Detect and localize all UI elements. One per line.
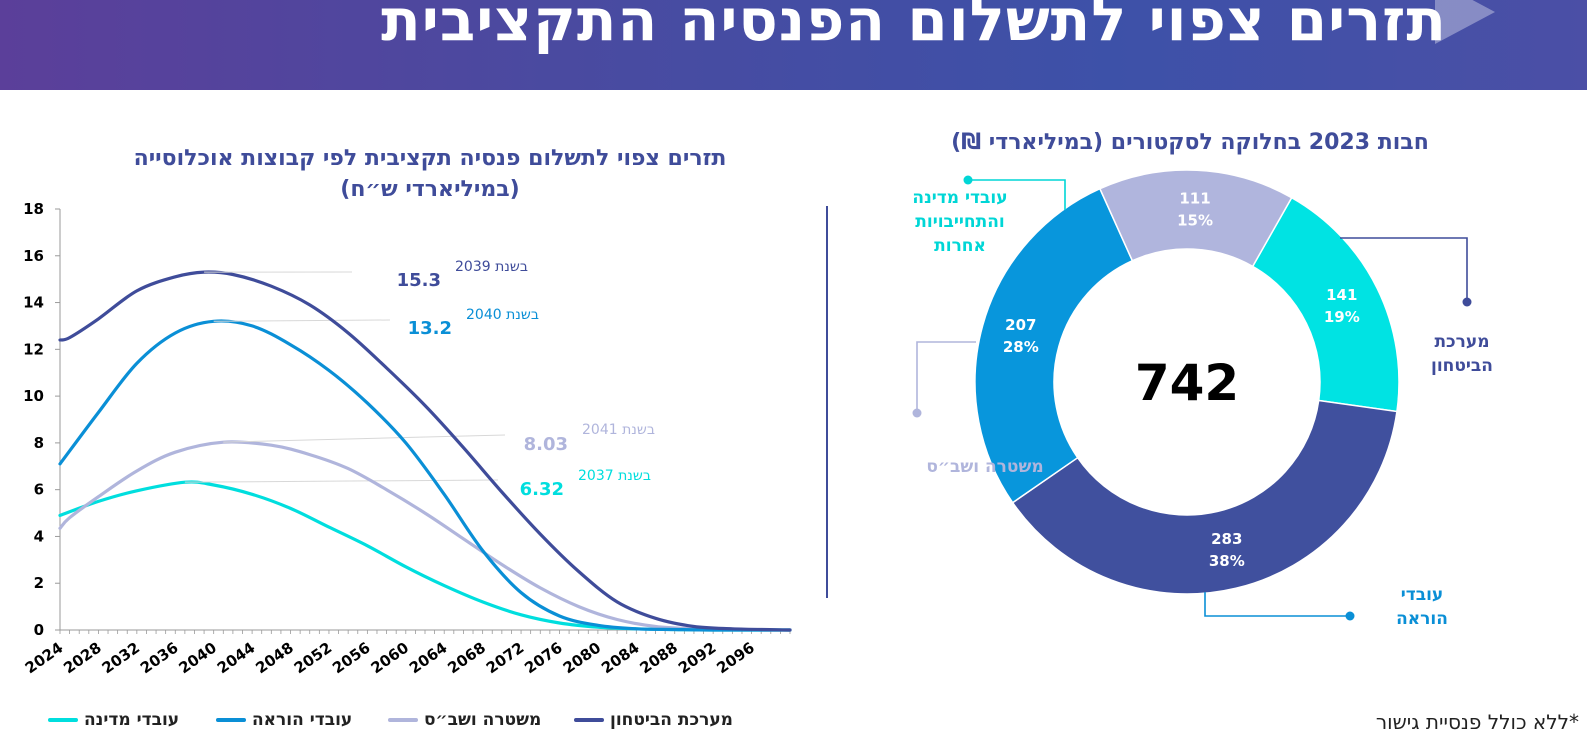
- sector-label-state-2: אחרות: [934, 236, 986, 256]
- slice-percent-teachers: 28%: [1003, 338, 1039, 356]
- y-tick-label-4: 4: [34, 527, 44, 545]
- sector-label-state-0: עובדי מדינה: [912, 188, 1007, 208]
- slice-percent-police: 15%: [1177, 212, 1213, 230]
- y-tick-label-16: 16: [23, 247, 44, 265]
- donut-slice-state: [1251, 196, 1400, 413]
- callout-line-state: [968, 179, 1066, 210]
- annotation-value-defense: 15.3: [397, 270, 441, 291]
- x-tick-label-2044: 2044: [214, 639, 259, 678]
- sector-label-defense-1: הביטחון: [1431, 356, 1493, 376]
- x-tick-label-2088: 2088: [637, 639, 682, 678]
- line-chart-title: תזרים צפוי לתשלום פנסיה תקציבית לפי קבוצ…: [60, 143, 800, 205]
- legend-label-police: משטרה ושב״ס: [424, 710, 542, 730]
- footnote: *ללא כולל פנסיית גישור: [1375, 710, 1579, 734]
- annotation-year-defense: בשנת 2039: [455, 259, 528, 275]
- x-tick-label-2052: 2052: [291, 639, 336, 678]
- slice-value-police: 111: [1179, 190, 1210, 208]
- slice-percent-defense: 38%: [1209, 552, 1245, 570]
- x-tick-label-2032: 2032: [99, 639, 144, 678]
- x-tick-label-2036: 2036: [137, 639, 182, 678]
- page-title: תזרים צפוי לתשלום הפנסיה התקציבית: [381, 0, 1447, 54]
- x-tick-label-2060: 2060: [368, 639, 413, 678]
- line-chart-title-line2: (במיליארדי ש״ח): [340, 177, 520, 202]
- callout-dot-police: [912, 408, 922, 418]
- series-line-police: [58, 440, 792, 632]
- callout-dot-state: [963, 175, 973, 185]
- y-tick-label-18: 18: [23, 200, 44, 218]
- legend-swatch-teachers: [216, 718, 246, 722]
- legend-item-police: משטרה ושב״ס: [388, 706, 541, 734]
- callout-line-police: [916, 341, 976, 413]
- legend-swatch-police: [388, 718, 418, 722]
- y-tick-label-0: 0: [34, 621, 44, 639]
- slice-value-defense: 283: [1211, 530, 1242, 548]
- callout-line-defense: [1340, 237, 1468, 302]
- donut-chart-title: חבות 2023 בחלוקה לסקטורים (במיליארדי ₪): [951, 130, 1429, 155]
- section-divider: [826, 206, 828, 598]
- line-chart-legend: מערכת הביטחון משטרה ושב״ס עובדי הוראה עו…: [48, 706, 768, 734]
- y-tick-label-10: 10: [23, 387, 44, 405]
- sector-label-teachers-1: הוראה: [1396, 609, 1448, 629]
- annotation-year-police: בשנת 2041: [582, 422, 655, 438]
- x-tick-label-2064: 2064: [406, 639, 451, 678]
- callout-line-teachers: [1204, 592, 1350, 617]
- x-tick-label-2076: 2076: [521, 639, 566, 678]
- legend-label-state: עובדי מדינה: [84, 710, 180, 730]
- legend-swatch-defense: [574, 718, 604, 722]
- y-tick-label-12: 12: [23, 340, 44, 358]
- slice-percent-state: 19%: [1324, 308, 1360, 326]
- donut-slice-defense: [1011, 399, 1398, 595]
- x-tick-label-2056: 2056: [329, 639, 374, 678]
- line-chart: 0246810121416182024202820322036204020442…: [22, 200, 792, 678]
- line-chart-title-line1: תזרים צפוי לתשלום פנסיה תקציבית לפי קבוצ…: [133, 146, 727, 171]
- legend-item-defense: מערכת הביטחון: [574, 706, 733, 734]
- legend-label-teachers: עובדי הוראה: [252, 710, 353, 730]
- y-tick-label-8: 8: [34, 434, 44, 452]
- annotation-year-teachers: בשנת 2040: [466, 307, 539, 323]
- x-tick-label-2072: 2072: [483, 639, 528, 678]
- donut-chart: 141 19% 283 38% 207 28% 111 15% 742 עובדי מדינה וה…: [912, 169, 1493, 629]
- x-tick-label-2068: 2068: [444, 639, 489, 678]
- x-tick-label-2096: 2096: [713, 639, 758, 678]
- legend-label-defense: מערכת הביטחון: [610, 710, 733, 730]
- series-line-teachers: [58, 319, 792, 632]
- header-banner: תזרים צפוי לתשלום הפנסיה התקציבית: [0, 0, 1587, 90]
- annotation-year-state: בשנת 2037: [578, 468, 651, 484]
- y-tick-label-2: 2: [34, 574, 44, 592]
- sector-label-police-0: משטרה ושב״ס: [926, 457, 1043, 477]
- x-tick-label-2080: 2080: [560, 639, 605, 678]
- x-tick-label-2024: 2024: [22, 639, 67, 678]
- series-line-state: [58, 480, 792, 632]
- x-tick-label-2084: 2084: [598, 639, 643, 678]
- slice-value-teachers: 207: [1005, 316, 1036, 334]
- x-tick-label-2092: 2092: [675, 639, 720, 678]
- x-tick-label-2048: 2048: [252, 639, 297, 678]
- annotation-leader-teachers: [213, 319, 391, 322]
- legend-item-teachers: עובדי הוראה: [216, 706, 352, 734]
- donut-slice-police: [1098, 169, 1293, 268]
- annotation-leader-state: [184, 479, 499, 483]
- sector-label-state-1: והתחייבויות: [915, 212, 1004, 232]
- legend-item-state: עובדי מדינה: [48, 706, 179, 734]
- banner-arrow-decoration: [1435, 0, 1495, 44]
- series-line-defense: [58, 270, 792, 632]
- sector-label-teachers-0: עובדי: [1401, 585, 1444, 605]
- x-tick-label-2040: 2040: [175, 639, 220, 678]
- annotation-value-teachers: 13.2: [408, 318, 452, 339]
- annotation-value-state: 6.32: [520, 479, 564, 500]
- legend-swatch-state: [48, 718, 78, 722]
- annotation-value-police: 8.03: [524, 434, 568, 455]
- y-tick-label-14: 14: [23, 294, 44, 312]
- y-tick-label-6: 6: [34, 481, 44, 499]
- donut-slice-teachers: [974, 187, 1134, 504]
- sector-label-defense-0: מערכת: [1434, 332, 1489, 352]
- callout-dot-defense: [1462, 297, 1472, 307]
- callout-dot-teachers: [1345, 611, 1355, 621]
- slice-value-state: 141: [1326, 286, 1357, 304]
- x-tick-label-2028: 2028: [60, 639, 105, 678]
- donut-total: 742: [1135, 354, 1239, 412]
- annotation-leader-police: [223, 434, 506, 443]
